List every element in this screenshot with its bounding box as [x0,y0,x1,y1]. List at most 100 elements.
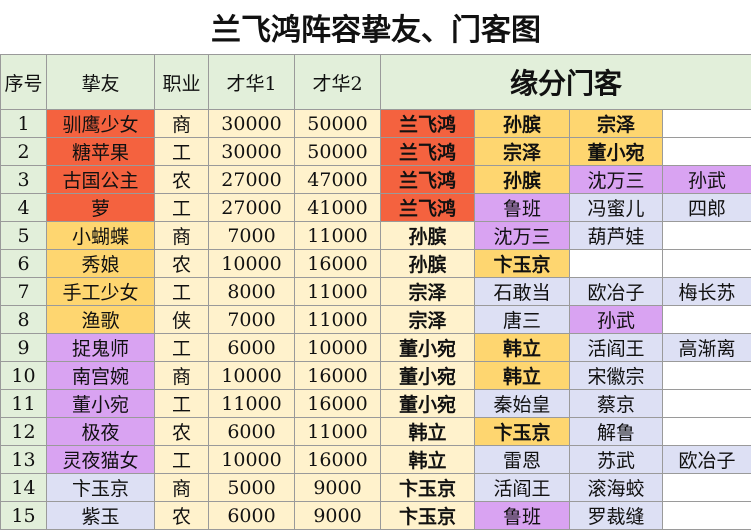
cell: 9 [1,334,47,362]
fate-cell: 欧冶子 [663,446,751,474]
cell: 捉鬼师 [47,334,155,362]
fate-cell: 冯蜜儿 [570,194,663,222]
cell: 工 [155,446,209,474]
cell: 7000 [209,306,295,334]
fate-cell: 韩立 [475,362,570,390]
fate-cell: 葫芦娃 [570,222,663,250]
fate-cell: 蔡京 [570,390,663,418]
header-cell: 职业 [155,55,209,110]
cell: 27000 [209,166,295,194]
cell: 工 [155,390,209,418]
cell: 8000 [209,278,295,306]
cell: 14 [1,474,47,502]
cell: 50000 [295,138,381,166]
cell: 侠 [155,306,209,334]
fate-cell: 梅长苏 [663,278,751,306]
fate-cell: 宗泽 [381,306,475,334]
fate-cell: 沈万三 [570,166,663,194]
cell: 27000 [209,194,295,222]
cell: 农 [155,166,209,194]
cell: 6000 [209,418,295,446]
cell: 5000 [209,474,295,502]
fate-cell: 宋徽宗 [570,362,663,390]
cell: 驯鹰少女 [47,110,155,138]
cell: 秀娘 [47,250,155,278]
cell: 16000 [295,362,381,390]
fate-cell: 孙膑 [381,250,475,278]
cell: 小蝴蝶 [47,222,155,250]
fate-cell: 高渐离 [663,334,751,362]
fate-cell: 韩立 [381,446,475,474]
cell: 商 [155,362,209,390]
fate-cell: 宗泽 [570,110,663,138]
cell: 12 [1,418,47,446]
cell: 农 [155,418,209,446]
fate-cell: 董小宛 [381,334,475,362]
header-cell: 序号 [1,55,47,110]
cell: 10000 [209,446,295,474]
cell: 糖苹果 [47,138,155,166]
fate-cell: 沈万三 [475,222,570,250]
cell: 16000 [295,446,381,474]
cell: 11 [1,390,47,418]
fate-cell: 唐三 [475,306,570,334]
fate-cell [570,250,663,278]
fate-cell: 四郎 [663,194,751,222]
fate-cell: 兰飞鸿 [381,138,475,166]
cell: 农 [155,250,209,278]
cell: 10 [1,362,47,390]
header-cell: 缘分门客 [381,55,751,110]
cell: 7 [1,278,47,306]
cell: 工 [155,138,209,166]
fate-cell [663,138,751,166]
cell: 10000 [209,250,295,278]
cell: 10000 [209,362,295,390]
cell: 13 [1,446,47,474]
cell: 极夜 [47,418,155,446]
cell: 商 [155,110,209,138]
cell: 6 [1,250,47,278]
header-cell: 才华1 [209,55,295,110]
cell: 47000 [295,166,381,194]
fate-cell: 活阎王 [570,334,663,362]
fate-cell: 董小宛 [570,138,663,166]
cell: 工 [155,334,209,362]
fate-cell: 苏武 [570,446,663,474]
fate-cell: 韩立 [475,334,570,362]
cell: 2 [1,138,47,166]
cell: 4 [1,194,47,222]
cell: 手工少女 [47,278,155,306]
fate-cell: 秦始皇 [475,390,570,418]
cell: 8 [1,306,47,334]
fate-cell: 兰飞鸿 [381,166,475,194]
fate-cell [663,250,751,278]
fate-cell: 欧冶子 [570,278,663,306]
cell: 工 [155,278,209,306]
fate-cell [663,110,751,138]
cell: 16000 [295,250,381,278]
cell: 3 [1,166,47,194]
cell: 30000 [209,138,295,166]
fate-cell: 董小宛 [381,362,475,390]
fate-cell: 兰飞鸿 [381,194,475,222]
cell: 工 [155,194,209,222]
cell: 7000 [209,222,295,250]
fate-cell: 孙膑 [475,110,570,138]
cell: 11000 [295,278,381,306]
fate-cell [663,418,751,446]
fate-cell [663,306,751,334]
fate-cell: 董小宛 [381,390,475,418]
